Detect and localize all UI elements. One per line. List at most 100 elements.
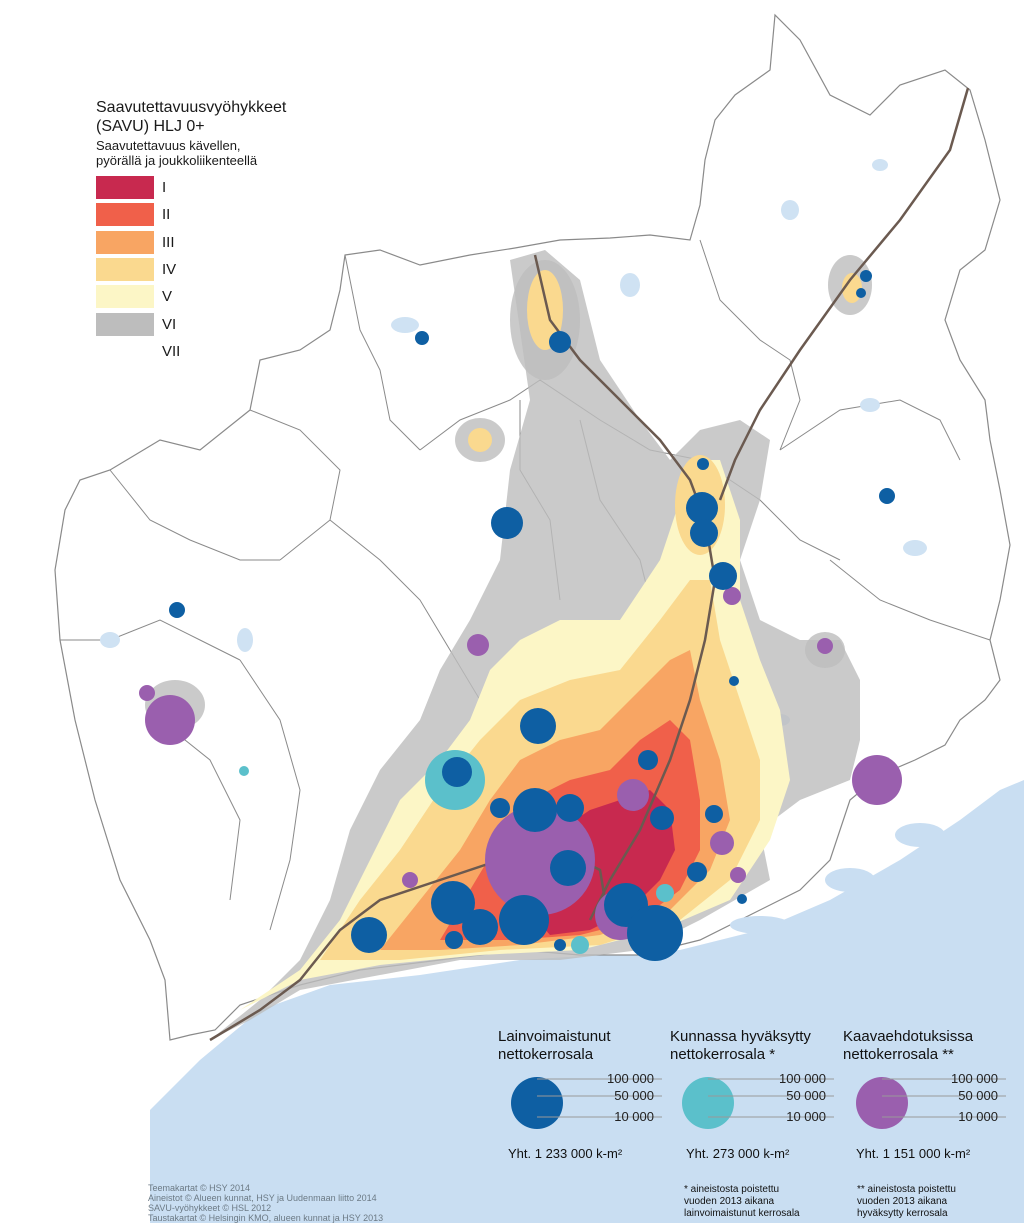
zone-cluster-north-v [527,270,563,350]
zone-legend-item: VII [96,338,336,365]
bubble-lainvoimainen [729,676,739,686]
bubble-legend-title-line1: Kunnassa hyväksytty [670,1028,811,1045]
footnote-line: lainvoimaistunut kerrosala [684,1208,800,1219]
bubble-kaavaehdotus [617,779,649,811]
zone-label: IV [162,261,177,279]
scale-label: 100 000 [607,1071,654,1086]
bubble-kaavaehdotus [485,805,595,915]
bubble-lainvoimainen [709,562,737,590]
bubble-lainvoimainen [860,270,872,282]
bubble-kaavaehdotus [852,755,902,805]
bubble-kaavaehdotus [467,634,489,656]
bubble-lainvoimainen [879,488,895,504]
bubble-lainvoimainen [513,788,557,832]
development-bubbles [139,270,902,961]
legend-title-line2: (SAVU) HLJ 0+ [96,118,205,135]
zone-list: I II III IV V VI VII [96,174,336,365]
legend-subtitle: Saavutettavuus kävellen, pyörällä ja jou… [96,138,336,168]
bubble-lainvoimainen [491,507,523,539]
total-kaavaehdotus: Yht. 1 151 000 k-m² [856,1146,971,1161]
bubble-legend-title-line2: nettokerrosala * [670,1046,776,1063]
bubble-lainvoimainen [554,939,566,951]
bubble-lainvoimainen [686,492,718,524]
legend-title-line1: Saavutettavuusvyöhykkeet [96,99,287,116]
bubble-lainvoimainen [499,895,549,945]
total-kunnassa: Yht. 273 000 k-m² [686,1146,790,1161]
bubble-kaavaehdotus [817,638,833,654]
bubble-lainvoimainen [549,331,571,353]
bubble-kaavaehdotus [710,831,734,855]
coastal-islands [380,823,945,1010]
map-credits: Teemakartat © HSY 2014 Aineistot © Aluee… [148,1183,383,1223]
scale-label: 50 000 [786,1088,826,1103]
bubble-lainvoimainen [697,458,709,470]
bubble-lainvoimainen [415,331,429,345]
zone-legend-item: III [96,229,336,256]
bubble-legend-title-kunnassa: Kunnassa hyväksytty nettokerrosala * [670,1028,811,1064]
zone-label: V [162,288,173,306]
credit-line: SAVU-vyöhykkeet © HSL 2012 [148,1203,272,1213]
credit-line: Aineistot © Alueen kunnat, HSY ja Uudenm… [148,1193,377,1203]
credit-line: Teemakartat © HSY 2014 [148,1183,251,1193]
bubble-lainvoimainen [737,894,747,904]
bubble-lainvoimainen [638,750,658,770]
bubble-lainvoimainen [687,862,707,882]
bubble-kaavaehdotus [723,587,741,605]
zone-legend-item: I [96,174,336,201]
zone-swatch [96,230,154,254]
scale-label: 10 000 [958,1109,998,1124]
bubble-lainvoimainen [856,288,866,298]
bubble-kaavaehdotus [145,695,195,745]
bubble-lainvoimainen [462,909,498,945]
bubble-kaavaehdotus [730,867,746,883]
sea-area [150,780,1024,1223]
railway-main-line [533,254,717,921]
bubble-lainvoimainen [650,806,674,830]
zone-swatch [96,203,154,227]
railway-lahti-line [718,87,970,501]
footnote-line: hyväksytty kerrosala [857,1208,948,1219]
zone-swatch [96,176,154,200]
zone-swatch [96,258,154,282]
bubble-legend-title-line2: nettokerrosala ** [843,1046,954,1063]
footnote-line: * aineistosta poistettu [684,1184,780,1195]
scale-label: 100 000 [779,1071,826,1086]
bubble-lainvoimainen [431,881,475,925]
bubble-kunnassa-hyvaksytty [239,766,249,776]
zone-swatch [96,312,154,336]
footnote-line: vuoden 2013 aikana [857,1196,948,1207]
scale-label: 50 000 [614,1088,654,1103]
zone-legend-item: IV [96,256,336,283]
bubble-kunnassa-hyvaksytty [656,884,674,902]
footnote-kaavaehdotus: ** aineistosta poistettu vuoden 2013 aik… [857,1184,956,1220]
zone-cluster-nw-v [468,428,492,452]
zone-legend: Saavutettavuusvyöhykkeet (SAVU) HLJ 0+ S… [96,98,336,365]
zone-label: III [162,233,175,251]
bubble-lainvoimainen [520,708,556,744]
bubble-kunnassa-hyvaksytty [571,936,589,954]
bubble-lainvoimainen [442,757,472,787]
bubble-legend-title-line2: nettokerrosala [498,1046,594,1063]
zone-legend-item: II [96,201,336,228]
bubble-lainvoimainen [556,794,584,822]
zone-swatch [96,339,154,363]
total-lainvoimainen: Yht. 1 233 000 k-m² [508,1146,623,1161]
bubble-lainvoimainen [445,931,463,949]
footnote-line: vuoden 2013 aikana [684,1196,775,1207]
bubble-legend-title-line1: Kaavaehdotuksissa [843,1028,974,1045]
bubble-lainvoimainen [490,798,510,818]
zone-legend-item: VI [96,310,336,337]
scale-label: 100 000 [951,1071,998,1086]
bubble-legend-title-lainvoimainen: Lainvoimaistunut nettokerrosala [498,1028,611,1064]
zone-label: II [162,206,171,224]
zone-swatch [96,285,154,309]
bubble-lainvoimainen [627,905,683,961]
bubble-lainvoimainen [351,917,387,953]
zone-legend-item: V [96,283,336,310]
bubble-legend-title-kaavaehdotus: Kaavaehdotuksissa nettokerrosala ** [843,1028,973,1064]
legend-subtitle-line2: pyörällä ja joukkoliikenteellä [96,153,258,168]
bubble-kaavaehdotus [402,872,418,888]
bubble-lainvoimainen [550,850,586,886]
bubble-legend-symbols: 100 000 50 000 10 000 100 000 50 000 10 … [511,1071,1006,1129]
